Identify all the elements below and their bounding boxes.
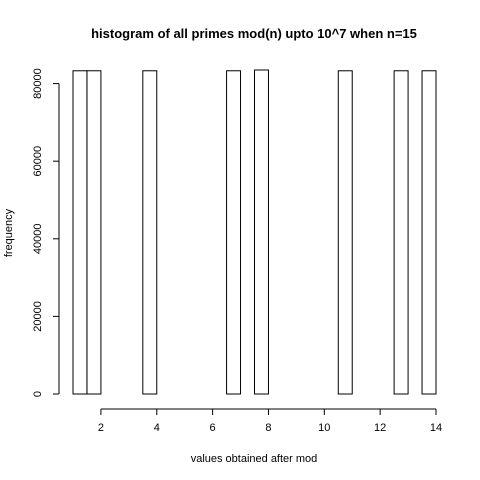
y-axis-label: frequency (3, 208, 15, 257)
histogram-bar (86, 70, 102, 395)
x-tick-label: 4 (154, 422, 160, 434)
x-tick-label: 14 (430, 422, 442, 434)
histogram-bar (393, 70, 409, 395)
x-tick-label: 12 (374, 422, 386, 434)
y-tick-label: 20000 (32, 301, 44, 332)
x-tick-label: 2 (98, 422, 104, 434)
y-axis: 0 20000 40000 60000 80000 (32, 68, 60, 397)
y-tick-label: 60000 (32, 146, 44, 177)
x-axis: 2 4 6 8 10 12 14 (98, 408, 442, 434)
y-tick-label: 40000 (32, 223, 44, 254)
histogram-bar (72, 70, 88, 395)
y-tick-label: 0 (32, 391, 44, 397)
histogram-bar (254, 69, 269, 395)
x-tick-label: 6 (210, 422, 216, 434)
histogram-bar (337, 70, 353, 395)
y-tick-label: 80000 (32, 68, 44, 99)
histogram-bar (142, 70, 158, 395)
x-axis-label: values obtained after mod (191, 453, 318, 465)
x-tick-label: 10 (318, 422, 330, 434)
x-tick-label: 8 (265, 422, 271, 434)
histogram-bars (72, 69, 437, 395)
histogram-bar (421, 70, 437, 395)
chart-title: histogram of all primes mod(n) upto 10^7… (91, 26, 417, 41)
histogram-bar (226, 70, 242, 395)
